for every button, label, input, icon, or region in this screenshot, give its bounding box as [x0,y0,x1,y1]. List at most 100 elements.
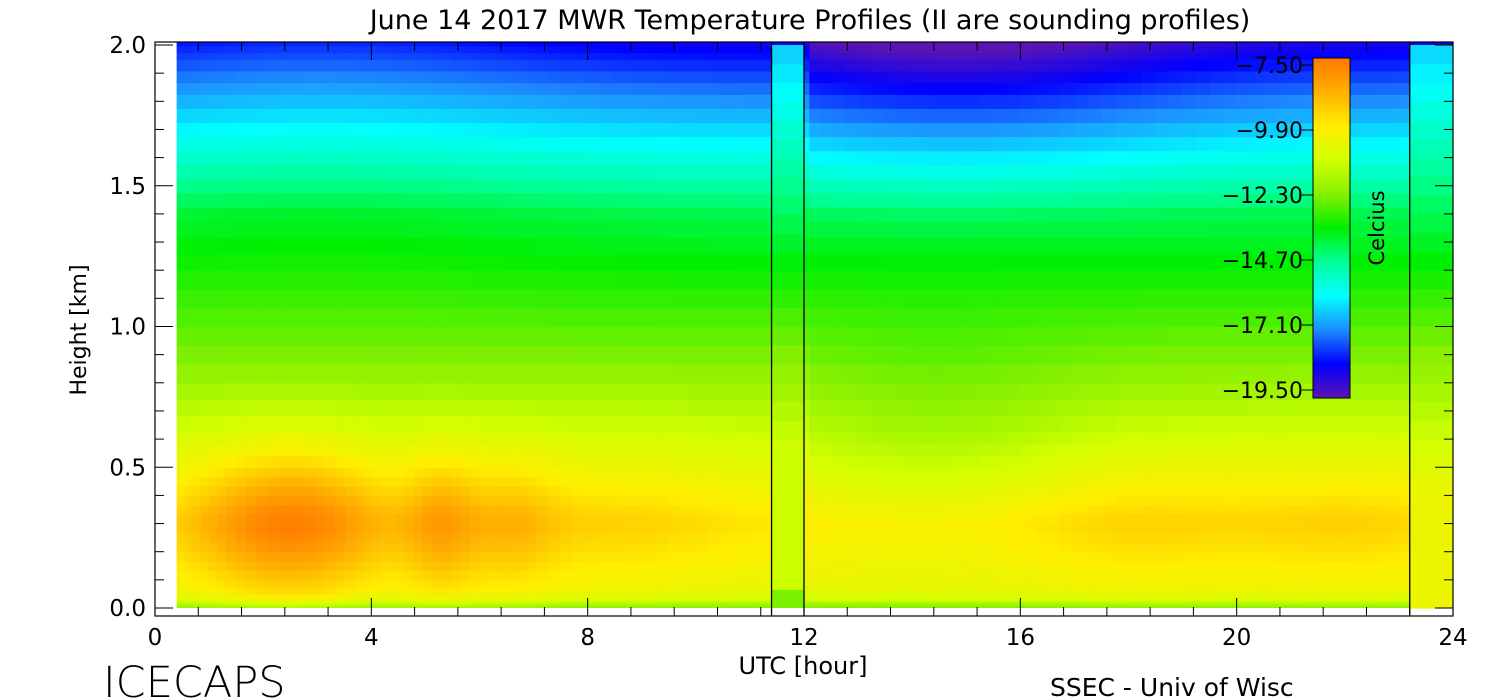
heatmap-cell [344,326,356,346]
heatmap-cell [526,307,537,328]
heatmap-cell [695,467,710,478]
heatmap-cell [655,45,670,54]
heatmap-cell [979,603,994,607]
heatmap-cell [682,94,697,109]
heatmap-cell [831,600,846,604]
heatmap-cell [1317,542,1332,553]
heatmap-cell [1304,504,1319,515]
heatmap-cell [507,600,518,604]
heatmap-cell [396,108,406,124]
heatmap-cell [1209,586,1224,595]
heatmap-cell [548,532,562,543]
heatmap-cell [302,561,316,572]
heatmap-cell [1087,345,1103,365]
heatmap-cell [209,150,218,166]
heatmap-cell [405,579,415,588]
heatmap-cell [956,270,967,290]
heatmap-cell [217,345,226,365]
heatmap-cell [517,364,528,384]
heatmap-cell [1033,605,1048,609]
heatmap-cell [734,504,748,515]
heatmap-cell [584,476,600,487]
heatmap-cell [1263,178,1278,194]
heatmap-cell [507,270,518,290]
heatmap-cell [734,94,748,109]
heatmap-cell [255,220,267,238]
heatmap-cell [405,415,415,433]
heatmap-cell [1128,476,1143,487]
heatmap-cell [1304,600,1319,604]
heatmap-cell [1006,178,1021,194]
heatmap-cell [1074,136,1089,152]
heatmap-cell [905,253,917,271]
heatmap-cell [209,206,218,222]
heatmap-cell [209,432,218,445]
heatmap-cell [441,486,452,496]
heatmap-cell [682,307,697,328]
heatmap-cell [1209,415,1224,433]
heatmap-cell [396,178,406,194]
heatmap-cell [371,399,381,417]
heatmap-cell [641,570,656,581]
heatmap-cell [180,399,186,417]
heatmap-cell [895,136,907,152]
heatmap-cell [831,570,846,581]
heatmap-cell [488,443,500,457]
heatmap-cell [844,586,859,595]
heatmap-cell [757,504,769,515]
heatmap-cell [1169,59,1184,72]
heatmap-cell [695,561,710,572]
heatmap-cell [344,150,356,166]
heatmap-cell [1047,399,1062,417]
heatmap-cell [1182,288,1197,309]
heatmap-cell [470,364,481,384]
heatmap-cell [966,52,981,60]
heatmap-cell [613,82,629,95]
heatmap-cell [209,253,218,271]
heatmap-cell [1087,504,1103,515]
heatmap-cell [1169,514,1184,525]
heatmap-cell [1142,220,1157,238]
heatmap-cell [1250,136,1265,152]
heatmap-cell [599,532,614,543]
heatmap-cell [993,561,1008,572]
heatmap-cell [809,220,821,238]
heatmap-cell [1169,150,1184,166]
heatmap-cell [871,59,886,72]
heatmap-cell [905,579,917,588]
heatmap-cell [1169,364,1184,384]
heatmap-cell [1209,206,1224,222]
heatmap-cell [708,122,723,138]
heatmap-cell [460,579,471,588]
heatmap-cell [225,486,237,496]
heatmap-cell [363,476,372,487]
heatmap-cell [708,307,723,328]
heatmap-cell [387,504,397,515]
heatmap-cell [1196,486,1211,496]
heatmap-cell [560,514,574,525]
heatmap-cell [945,307,957,328]
heatmap-cell [245,586,257,595]
heatmap-cell [905,603,917,607]
heatmap-cell [1101,270,1116,290]
heatmap-cell [1223,504,1238,515]
heatmap-cell [371,94,381,109]
heatmap-cell [302,178,316,194]
heatmap-cell [668,551,683,562]
heatmap-cell [302,486,316,496]
heatmap-cell [1236,593,1251,602]
heatmap-cell [627,455,643,468]
heatmap-cell [387,399,397,417]
heatmap-cell [1087,237,1103,255]
heatmap-cell [1290,455,1305,468]
heatmap-cell [413,42,424,47]
heatmap-cell [1020,551,1035,562]
heatmap-cell [363,570,372,581]
heatmap-cell [1033,82,1048,95]
heatmap-cell [1060,542,1076,553]
heatmap-cell [479,45,490,54]
heatmap-cell [548,136,562,152]
heatmap-cell [324,399,336,417]
heatmap-cell [1277,593,1292,602]
heatmap-cell [363,164,372,180]
